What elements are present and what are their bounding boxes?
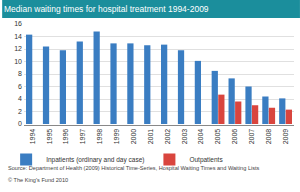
svg-text:Median waiting times for hospi: Median waiting times for hospital treatm… [4,4,209,14]
svg-text:16: 16 [14,20,22,27]
svg-text:Inpatients (ordinary and day c: Inpatients (ordinary and day case) [46,156,144,164]
svg-text:14: 14 [14,33,22,40]
svg-text:0: 0 [18,120,22,127]
svg-text:2008: 2008 [265,129,272,145]
svg-text:1994: 1994 [29,129,36,145]
svg-text:8: 8 [18,70,22,77]
svg-text:2: 2 [18,108,22,115]
svg-text:2009: 2009 [282,129,289,145]
svg-text:2003: 2003 [181,129,188,145]
svg-text:1997: 1997 [79,129,86,145]
svg-text:2006: 2006 [231,129,238,145]
svg-text:1998: 1998 [96,129,103,145]
svg-text:2005: 2005 [214,129,221,145]
svg-text:1995: 1995 [46,129,53,145]
svg-text:2004: 2004 [197,129,204,145]
svg-text:1996: 1996 [62,129,69,145]
svg-text:2001: 2001 [147,129,154,145]
svg-text:2000: 2000 [130,129,137,145]
svg-text:10: 10 [14,58,22,65]
svg-text:Source: Department of Health (: Source: Department of Health (2009) Hist… [8,165,260,171]
svg-text:© The King's Fund 2010: © The King's Fund 2010 [8,177,68,183]
svg-text:2007: 2007 [248,129,255,145]
svg-text:12: 12 [14,45,22,52]
svg-text:Outpatients: Outpatients [189,156,223,164]
svg-text:2002: 2002 [164,129,171,145]
svg-text:4: 4 [18,95,22,102]
svg-text:1999: 1999 [113,129,120,145]
svg-text:6: 6 [18,83,22,90]
